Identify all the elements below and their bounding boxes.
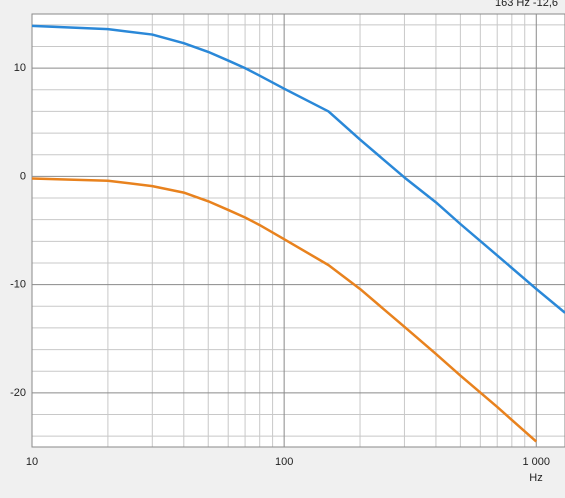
x-tick-label: 1 000 [523, 456, 551, 468]
curve [31, 177, 538, 443]
cursor-readout: 163 Hz -12,6 [495, 0, 558, 9]
curve [31, 24, 565, 314]
x-tick-label: 10 [26, 456, 38, 468]
plot-frame [31, 13, 565, 448]
plot-area [32, 14, 565, 447]
y-tick-label: 10 [14, 62, 26, 74]
y-tick-label: -20 [10, 387, 26, 399]
y-tick-label: -10 [10, 279, 26, 291]
y-tick-label: 0 [20, 170, 26, 182]
x-tick-label: 100 [275, 456, 293, 468]
x-axis-label: Hz [529, 472, 542, 484]
